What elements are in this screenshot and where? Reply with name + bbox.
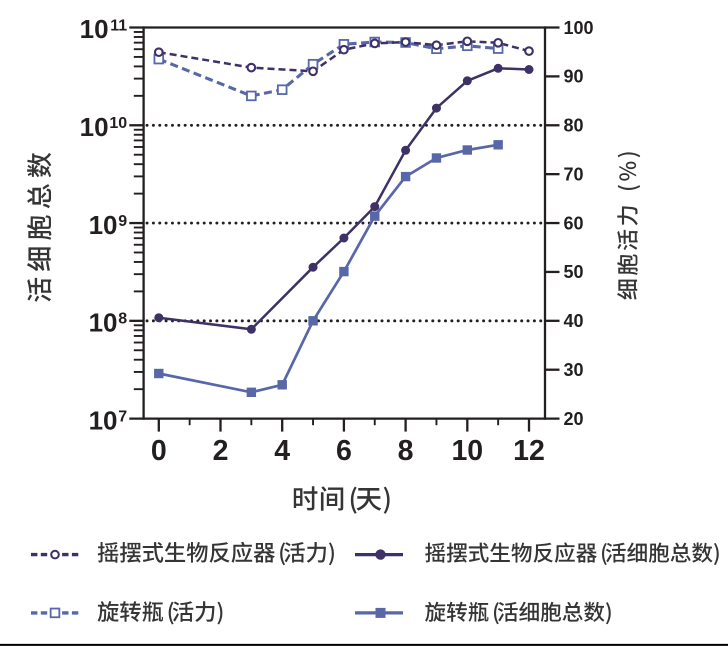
svg-text:6: 6 (336, 435, 352, 467)
svg-text:10: 10 (80, 112, 109, 142)
svg-text:50: 50 (564, 262, 584, 282)
svg-text:20: 20 (564, 409, 584, 429)
svg-text:60: 60 (564, 213, 584, 233)
svg-text:8: 8 (398, 435, 414, 467)
svg-text:90: 90 (564, 67, 584, 87)
svg-text:2: 2 (213, 435, 229, 467)
svg-text:11: 11 (110, 17, 127, 34)
svg-text:12: 12 (513, 435, 545, 467)
svg-text:30: 30 (564, 360, 584, 380)
svg-text:10: 10 (451, 435, 483, 467)
svg-text:10: 10 (89, 405, 118, 435)
svg-text:100: 100 (564, 18, 594, 38)
svg-text:7: 7 (118, 408, 127, 425)
svg-text:4: 4 (274, 435, 290, 467)
svg-text:9: 9 (118, 213, 127, 230)
svg-text:80: 80 (564, 116, 584, 136)
svg-text:10: 10 (89, 308, 118, 338)
svg-text:10: 10 (109, 115, 127, 132)
svg-text:70: 70 (564, 164, 584, 184)
svg-text:8: 8 (118, 311, 127, 328)
svg-text:10: 10 (89, 210, 118, 240)
svg-text:40: 40 (564, 311, 584, 331)
svg-text:10: 10 (80, 14, 109, 44)
svg-text:0: 0 (151, 435, 167, 467)
